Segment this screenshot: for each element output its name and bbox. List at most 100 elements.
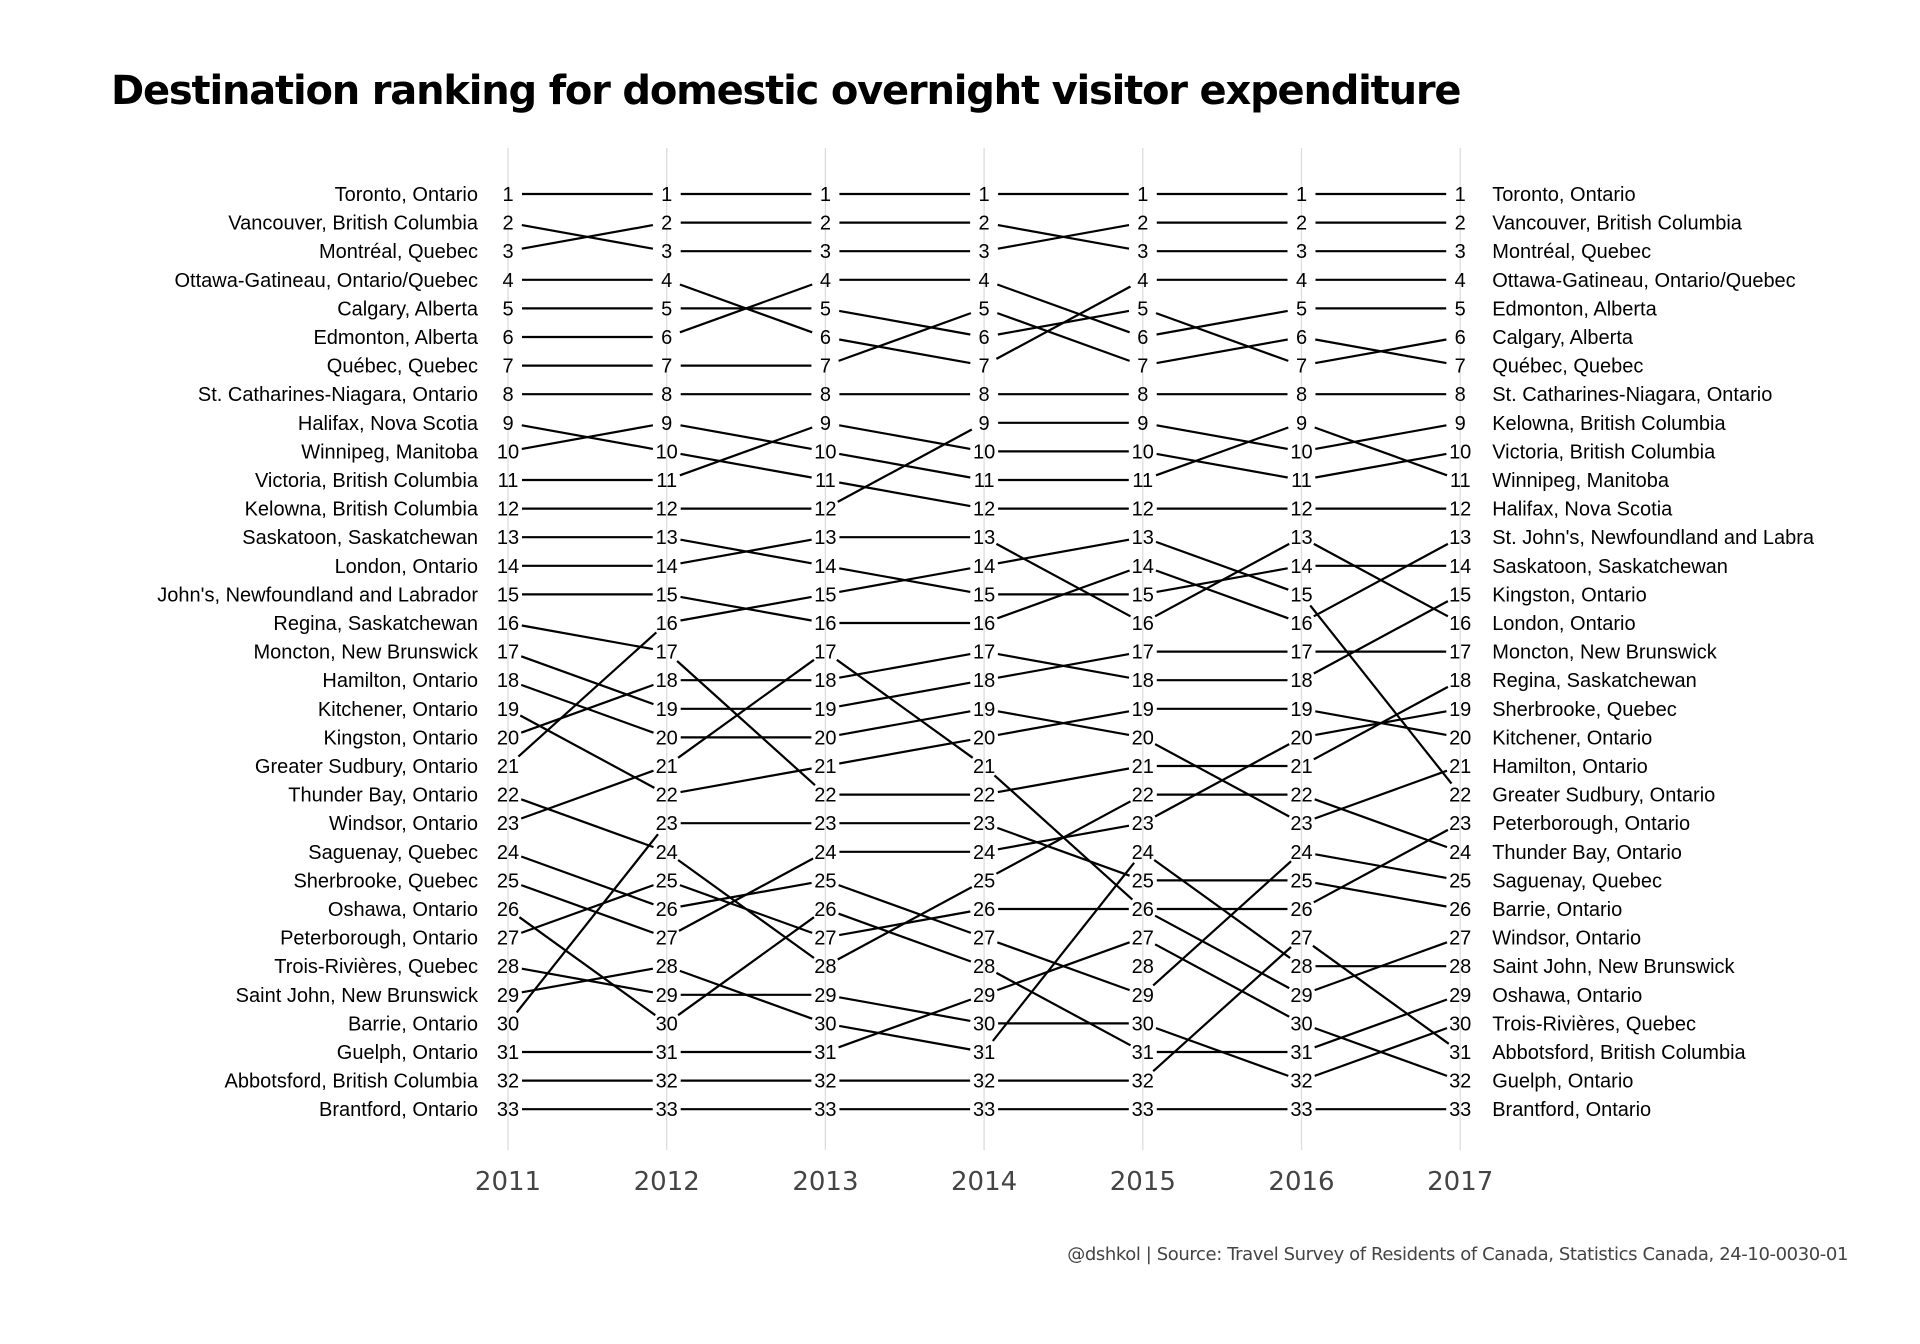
series-segment-19-2011-2012: [519, 714, 655, 789]
rank-label-2014-29: 29: [973, 985, 995, 1007]
series-segment-19-2012-2013: [680, 767, 812, 794]
rank-label-2011-8: 8: [502, 384, 513, 406]
rank-label-2016-20: 20: [1290, 727, 1312, 749]
series-segment-22-2016-2017: [1314, 798, 1448, 849]
rank-label-2011-6: 6: [502, 327, 513, 349]
rank-label-2017-22: 22: [1449, 785, 1471, 807]
rank-label-2015-22: 22: [1132, 785, 1154, 807]
rank-label-2011-19: 19: [497, 699, 519, 721]
left-label-rank-15: John's, Newfoundland and Labrador: [157, 584, 478, 606]
rank-label-2012-20: 20: [656, 727, 678, 749]
series-segment-29-2013-2014: [839, 1024, 971, 1051]
rank-label-2014-18: 18: [973, 670, 995, 692]
rank-label-2013-21: 21: [814, 756, 836, 778]
rank-label-2017-17: 17: [1449, 642, 1471, 664]
right-label-rank-10: Victoria, British Columbia: [1492, 441, 1716, 463]
rank-label-2014-4: 4: [979, 270, 990, 292]
rank-label-2014-30: 30: [973, 1013, 995, 1035]
series-segment-26-2016-2017: [1314, 998, 1448, 1049]
rank-label-2013-33: 33: [814, 1099, 836, 1121]
left-label-rank-9: Halifax, Nova Scotia: [298, 413, 479, 435]
rank-label-2016-15: 15: [1290, 584, 1312, 606]
left-label-rank-2: Vancouver, British Columbia: [228, 213, 479, 235]
left-label-rank-29: Saint John, New Brunswick: [236, 985, 479, 1007]
rank-label-2013-30: 30: [814, 1013, 836, 1035]
rank-label-2014-8: 8: [979, 384, 990, 406]
rank-label-2017-7: 7: [1455, 356, 1466, 378]
series-segment-7-2014-2015: [996, 312, 1130, 362]
rank-label-2015-8: 8: [1137, 384, 1148, 406]
rank-label-2017-3: 3: [1455, 241, 1466, 263]
left-label-rank-10: Winnipeg, Manitoba: [301, 441, 479, 463]
rank-label-2011-30: 30: [497, 1013, 519, 1035]
rank-label-2013-27: 27: [814, 928, 836, 950]
right-label-rank-13: St. John's, Newfoundland and Labra: [1492, 527, 1815, 549]
rank-label-2015-1: 1: [1137, 184, 1148, 206]
rank-label-2012-8: 8: [661, 384, 672, 406]
rank-label-2016-21: 21: [1290, 756, 1312, 778]
rank-label-2013-23: 23: [814, 813, 836, 835]
rank-label-2012-1: 1: [661, 184, 672, 206]
series-segment-20-2014-2015: [997, 653, 1130, 679]
left-label-rank-1: Toronto, Ontario: [335, 184, 478, 206]
series-segment-26-2013-2014: [838, 912, 972, 963]
grid-layer: [507, 148, 1461, 1150]
rank-label-2013-6: 6: [820, 327, 831, 349]
rank-label-2011-32: 32: [497, 1071, 519, 1093]
right-label-rank-19: Sherbrooke, Quebec: [1492, 699, 1677, 721]
rank-label-2015-17: 17: [1132, 642, 1154, 664]
right-label-rank-2: Vancouver, British Columbia: [1492, 213, 1743, 235]
rank-label-2012-12: 12: [656, 499, 678, 521]
series-segment-20-2016-2017: [1313, 600, 1449, 675]
rank-label-2016-17: 17: [1290, 642, 1312, 664]
rank-label-2012-4: 4: [661, 270, 672, 292]
rank-label-2011-25: 25: [497, 870, 519, 892]
left-label-rank-16: Regina, Saskatchewan: [273, 613, 478, 635]
rank-label-2014-13: 13: [973, 527, 995, 549]
series-segment-30-2011-2012: [515, 833, 659, 1014]
rank-label-2012-5: 5: [661, 298, 672, 320]
right-label-rank-26: Barrie, Ontario: [1492, 899, 1622, 921]
x-tick-label-2015: 2015: [1110, 1167, 1176, 1197]
rank-label-2014-1: 1: [979, 184, 990, 206]
rank-label-2011-12: 12: [497, 499, 519, 521]
right-label-rank-22: Greater Sudbury, Ontario: [1492, 785, 1715, 807]
series-segment-25-2015-2016: [1154, 743, 1290, 818]
rank-label-2011-7: 7: [502, 356, 513, 378]
series-segment-30-2014-2015: [996, 826, 1130, 877]
rank-label-2017-33: 33: [1449, 1099, 1471, 1121]
rank-label-2014-10: 10: [973, 441, 995, 463]
rank-label-2014-7: 7: [979, 356, 990, 378]
series-segment-29-2015-2016: [1153, 859, 1291, 959]
rank-label-2013-29: 29: [814, 985, 836, 1007]
rank-label-2016-22: 22: [1290, 785, 1312, 807]
rank-label-2017-30: 30: [1449, 1013, 1471, 1035]
right-label-rank-29: Oshawa, Ontario: [1492, 985, 1642, 1007]
rank-label-2017-24: 24: [1449, 842, 1471, 864]
right-label-rank-8: St. Catharines-Niagara, Ontario: [1492, 384, 1772, 406]
series-segment-7-2015-2016: [1156, 338, 1288, 365]
x-tick-label-2014: 2014: [951, 1167, 1017, 1197]
x-tick-label-2017: 2017: [1427, 1167, 1493, 1197]
rank-label-2015-23: 23: [1132, 813, 1154, 835]
rank-label-2015-12: 12: [1132, 499, 1154, 521]
rank-label-2014-22: 22: [973, 785, 995, 807]
rank-label-2016-9: 9: [1296, 413, 1307, 435]
series-segment-15-2015-2016: [1155, 569, 1289, 620]
series-segment-3-2014-2015: [997, 224, 1130, 250]
rank-label-2011-11: 11: [498, 470, 519, 492]
rank-label-2011-10: 10: [497, 441, 519, 463]
rank-label-2016-6: 6: [1296, 327, 1307, 349]
series-segment-21-2013-2014: [839, 567, 971, 593]
rank-label-2011-21: 21: [497, 756, 519, 778]
rank-label-2012-32: 32: [656, 1071, 678, 1093]
rank-label-2012-17: 17: [656, 642, 678, 664]
rank-label-2015-13: 13: [1132, 527, 1154, 549]
rank-label-2013-22: 22: [814, 785, 836, 807]
right-label-rank-9: Kelowna, British Columbia: [1492, 413, 1726, 435]
rank-label-2017-13: 13: [1449, 527, 1471, 549]
series-segment-31-2013-2014: [838, 998, 972, 1049]
rank-label-2014-16: 16: [973, 613, 995, 635]
left-label-rank-11: Victoria, British Columbia: [255, 470, 479, 492]
